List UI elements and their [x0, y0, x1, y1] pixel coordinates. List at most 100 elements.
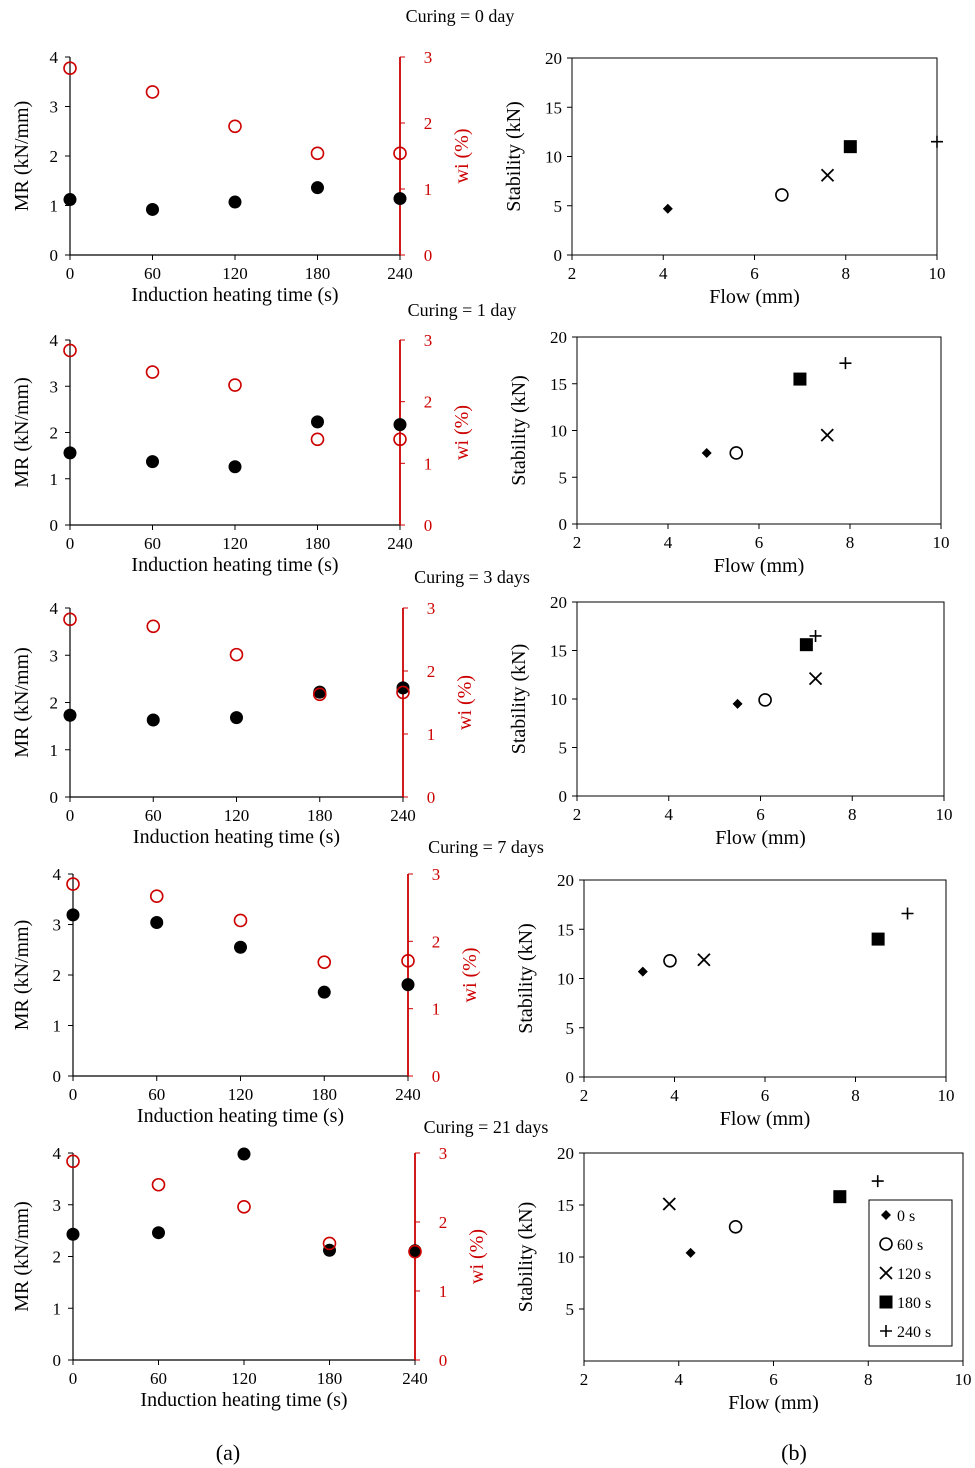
x-tick-label: 6 [761, 1086, 770, 1105]
y-axis-title: Stability (kN) [515, 1202, 537, 1313]
mr-tick-label: 1 [50, 741, 59, 760]
mr-point [228, 195, 242, 209]
mr-point [63, 193, 77, 207]
wi-tick-label: 2 [427, 662, 436, 681]
stability-point-open-circle [729, 446, 744, 460]
wi-point [310, 432, 325, 447]
stability-point-x [662, 1197, 676, 1211]
y-tick-label: 5 [554, 197, 563, 216]
x-tick-label: 240 [387, 264, 413, 283]
stability-point-plus [901, 907, 914, 920]
stability-point-x [697, 953, 711, 967]
legend-entry: 240 s [897, 1324, 931, 1341]
plot-frame [576, 601, 945, 797]
y-tick-label: 10 [550, 690, 567, 709]
mr-point [228, 460, 242, 474]
wi-tick-label: 1 [432, 1000, 441, 1019]
stability-point-square [871, 932, 885, 946]
y-tick-label: 5 [559, 739, 568, 758]
y-tick-label: 10 [545, 148, 562, 167]
x-axis-title: Flow (mm) [714, 555, 805, 577]
wi-point [322, 1236, 337, 1251]
curing-label: Curing = 3 days [414, 567, 530, 587]
mr-tick-label: 4 [53, 1144, 62, 1163]
plot-frame [571, 57, 938, 256]
mr-point [146, 455, 159, 469]
stability-point-open-circle [775, 188, 789, 202]
wi-point [310, 146, 325, 161]
wi-point [63, 612, 77, 627]
mr-point [150, 915, 164, 929]
x-tick-label: 60 [145, 806, 162, 825]
mr-tick-label: 2 [53, 966, 62, 985]
wi-tick-label: 1 [439, 1282, 448, 1301]
x-tick-label: 6 [756, 805, 765, 824]
x-tick-label: 180 [305, 534, 331, 553]
wi-tick-label: 2 [432, 932, 441, 951]
wi-point [408, 1244, 422, 1259]
panel-label-a: (a) [216, 1440, 240, 1465]
x-axis-title: Induction heating time (s) [133, 826, 340, 848]
chart-3: 0 5 10 15 20 2 4 6 8 10 Flow (mm) Stability (kN) [508, 328, 950, 577]
mr-axis-title: MR (kN/mm) [11, 920, 33, 1031]
stability-point-diamond [701, 447, 712, 458]
wi-tick-label: 3 [424, 331, 433, 350]
y-axis-title: Stability (kN) [515, 923, 537, 1034]
y-tick-label: 10 [557, 1248, 574, 1267]
wi-tick-label: 0 [424, 246, 433, 265]
curing-label: Curing = 21 days [424, 1117, 549, 1137]
wi-tick-label: 2 [424, 114, 433, 133]
x-tick-label: 120 [224, 806, 250, 825]
mr-point [66, 908, 80, 922]
wi-point [237, 1200, 251, 1214]
mr-tick-label: 3 [50, 646, 59, 665]
y-tick-label: 20 [557, 1144, 574, 1163]
x-tick-label: 8 [848, 805, 857, 824]
x-tick-label: 2 [580, 1086, 589, 1105]
mr-point [63, 708, 77, 722]
x-axis-title: Flow (mm) [709, 286, 800, 308]
legend-entry: 0 s [897, 1208, 915, 1225]
legend-entry: 120 s [897, 1266, 931, 1283]
legend: 0 s 60 s 120 s 180 s 240 s [868, 1199, 953, 1347]
mr-point [393, 192, 407, 206]
y-tick-label: 15 [550, 375, 567, 394]
wi-point [396, 685, 410, 700]
y-axis-title: Stability (kN) [503, 101, 525, 212]
chart-5: 0 5 10 15 20 2 4 6 8 10 Flow (mm) Stability (kN) [508, 593, 953, 849]
x-axis-title: Induction heating time (s) [131, 284, 338, 306]
mr-tick-label: 0 [50, 788, 59, 807]
mr-point [401, 978, 415, 992]
stability-point-diamond [637, 966, 648, 977]
wi-tick-label: 0 [432, 1067, 441, 1086]
wi-point [393, 432, 407, 447]
mr-point [317, 985, 331, 999]
x-tick-label: 60 [150, 1369, 167, 1388]
y-tick-label: 10 [550, 422, 567, 441]
x-tick-label: 0 [66, 264, 75, 283]
x-tick-label: 8 [842, 264, 851, 283]
x-tick-label: 10 [929, 264, 946, 283]
wi-point [229, 647, 244, 662]
wi-point [228, 378, 242, 392]
wi-point [146, 619, 161, 634]
wi-point [401, 954, 415, 968]
stability-point-plus [809, 629, 822, 642]
wi-axis-title: wi (%) [459, 948, 481, 1003]
x-tick-label: 0 [69, 1085, 78, 1104]
y-axis-title: Stability (kN) [508, 644, 530, 755]
mr-tick-label: 0 [50, 246, 59, 265]
chart-6: Curing = 7 days 0 1 2 3 4 0 1 2 3 0 60 120 180 240 Indu… [11, 837, 544, 1127]
mr-axis-title: MR (kN/mm) [11, 377, 33, 488]
mr-tick-label: 4 [50, 48, 59, 67]
mr-point [66, 1227, 80, 1241]
wi-tick-label: 0 [439, 1351, 448, 1370]
mr-tick-label: 3 [53, 916, 62, 935]
mr-tick-label: 1 [50, 197, 59, 216]
stability-point-plus [839, 357, 852, 370]
mr-point [146, 713, 160, 727]
x-axis-title: Induction heating time (s) [137, 1105, 344, 1127]
x-tick-label: 180 [305, 264, 331, 283]
mr-tick-label: 2 [50, 694, 59, 713]
chart-0: Curing = 0 day 0 1 2 3 4 0 1 2 3 0 60 120 180 240 Induc… [11, 6, 514, 306]
